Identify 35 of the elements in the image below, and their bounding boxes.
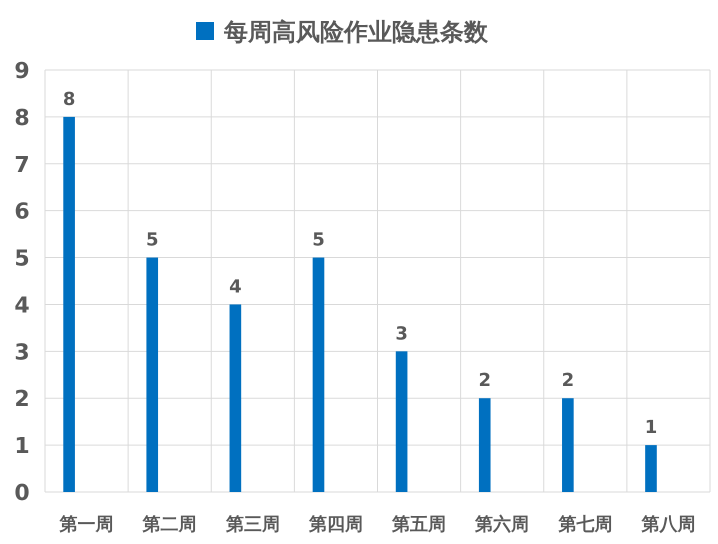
- x-tick-label: 第八周: [640, 514, 696, 535]
- y-tick-label: 7: [14, 152, 30, 178]
- y-tick-label: 5: [14, 246, 30, 272]
- data-label: 1: [644, 417, 658, 438]
- x-tick-label: 第三周: [224, 514, 280, 535]
- y-tick-label: 8: [14, 106, 30, 131]
- bar: [562, 398, 574, 492]
- data-label: 5: [146, 230, 158, 251]
- data-label: 2: [478, 370, 491, 392]
- x-tick-label: 第四周: [308, 514, 363, 535]
- data-label: 2: [562, 370, 574, 392]
- y-tick-label: 4: [14, 293, 30, 318]
- y-tick-label: 6: [14, 200, 30, 225]
- y-tick-label: 0: [14, 481, 30, 506]
- y-tick-label: 1: [14, 434, 30, 460]
- data-label: 3: [395, 323, 408, 344]
- x-tick-label: 第二周: [142, 514, 197, 535]
- bar: [645, 445, 657, 492]
- x-tick-label: 第七周: [557, 514, 612, 535]
- bar: [146, 258, 158, 492]
- data-label: 8: [62, 88, 76, 110]
- x-tick-label: 第一周: [58, 514, 114, 535]
- bar: [230, 304, 242, 492]
- bar: [478, 398, 491, 492]
- x-tick-label: 第六周: [474, 514, 530, 535]
- data-label: 5: [312, 230, 325, 251]
- bar: [396, 351, 408, 492]
- bar: [63, 116, 75, 492]
- x-tick-label: 第五周: [391, 514, 446, 535]
- y-tick-label: 2: [14, 387, 30, 412]
- y-tick-label: 3: [14, 340, 30, 366]
- bar: [312, 258, 324, 492]
- data-label: 4: [229, 276, 242, 298]
- y-tick-label: 9: [14, 59, 30, 84]
- legend-label: 每周高风险作业隐患条数: [223, 18, 489, 46]
